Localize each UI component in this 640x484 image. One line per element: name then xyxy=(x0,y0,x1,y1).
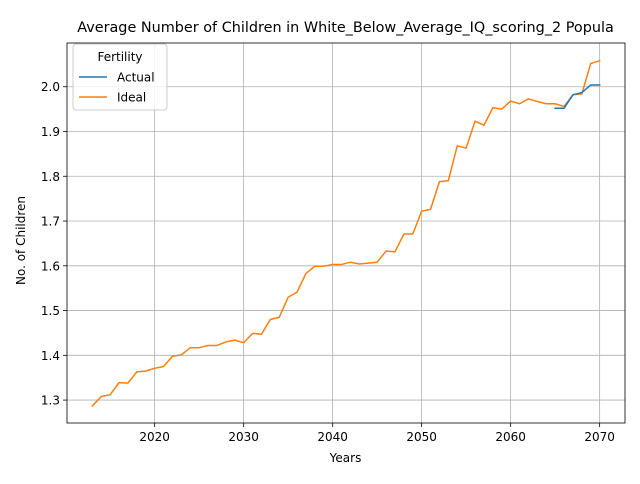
y-tick-label: 1.5 xyxy=(41,304,60,318)
chart-title: Average Number of Children in White_Belo… xyxy=(77,20,614,36)
y-axis-ticks: 1.3 1.4 1.5 1.6 1.7 1.8 1.9 2.0 xyxy=(41,80,67,408)
legend-box xyxy=(72,43,168,111)
legend: Fertility Actual Ideal xyxy=(72,43,168,111)
legend-label-actual: Actual xyxy=(117,71,155,85)
x-tick-label: 2060 xyxy=(495,430,526,444)
x-axis-label: Years xyxy=(329,451,362,465)
y-tick-label: 1.3 xyxy=(41,394,60,408)
y-tick-label: 1.6 xyxy=(41,259,60,273)
y-tick-label: 1.7 xyxy=(41,215,60,229)
x-tick-label: 2050 xyxy=(406,430,437,444)
series-lines xyxy=(91,59,601,407)
y-tick-label: 1.8 xyxy=(41,170,60,184)
series-line-ideal xyxy=(91,59,601,407)
x-tick-label: 2030 xyxy=(228,430,259,444)
legend-title: Fertility xyxy=(97,50,142,64)
plot-frame xyxy=(66,42,626,424)
y-tick-label: 1.9 xyxy=(41,125,60,139)
legend-label-ideal: Ideal xyxy=(117,91,146,105)
series-line-actual xyxy=(554,84,601,109)
x-tick-label: 2070 xyxy=(584,430,615,444)
x-tick-label: 2020 xyxy=(139,430,170,444)
y-axis-label: No. of Children xyxy=(14,196,28,285)
grid xyxy=(67,43,625,423)
y-tick-label: 2.0 xyxy=(41,80,60,94)
x-axis-ticks: 2020 2030 2040 2050 2060 2070 xyxy=(139,423,615,444)
x-tick-label: 2040 xyxy=(317,430,348,444)
y-tick-label: 1.4 xyxy=(41,349,60,363)
